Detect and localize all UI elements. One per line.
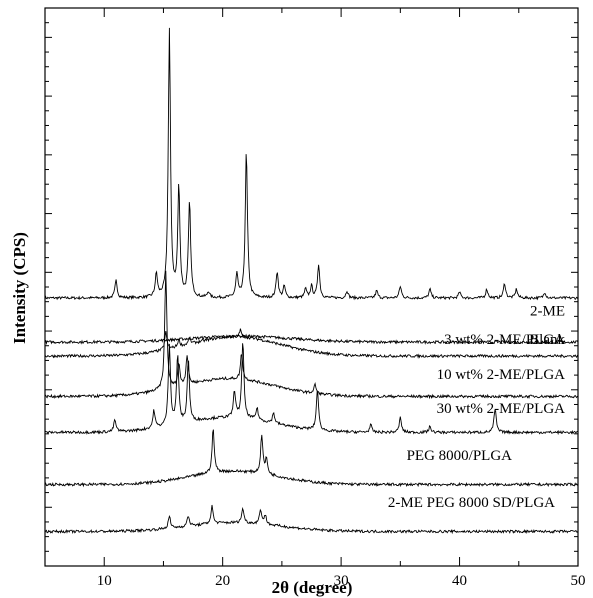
series-line-4	[44, 343, 579, 436]
series-label-0: 2-ME	[530, 304, 565, 320]
x-tick-label: 10	[97, 573, 112, 589]
series-label-2: 3 wt% 2-ME/PLGA	[444, 332, 565, 348]
series-label-3: 10 wt% 2-ME/PLGA	[437, 367, 565, 383]
series-label-5: PEG 8000/PLGA	[407, 448, 513, 464]
x-tick-label: 20	[215, 573, 230, 589]
series-line-6	[44, 504, 579, 535]
series-line-3	[44, 270, 579, 400]
plot-frame	[44, 7, 579, 567]
series-label-4: 30 wt% 2-ME/PLGA	[437, 401, 565, 417]
series-label-1: Blank	[529, 332, 565, 348]
x-tick-label: 30	[334, 573, 349, 589]
series-line-2	[44, 328, 579, 359]
series-line-0	[44, 27, 579, 301]
x-axis-ticks: 10 20 30 40 50	[44, 7, 586, 589]
series-line-1	[44, 333, 579, 346]
x-axis-title: 2θ (degree)	[272, 578, 353, 597]
y-axis-title: Intensity (CPS)	[10, 232, 29, 344]
plot-border	[44, 7, 579, 567]
series-line-5	[44, 429, 579, 488]
x-tick-label: 40	[452, 573, 467, 589]
series-group	[44, 27, 579, 535]
x-tick-label: 50	[571, 573, 586, 589]
series-label-6: 2-ME PEG 8000 SD/PLGA	[388, 495, 555, 511]
